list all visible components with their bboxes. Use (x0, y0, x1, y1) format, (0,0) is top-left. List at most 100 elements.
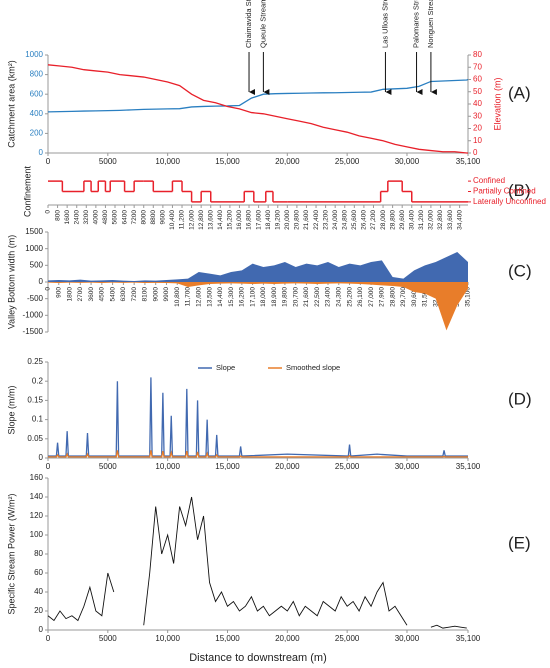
x-tick-label: 9900 (163, 287, 170, 302)
x-tick-label: 15,000 (215, 462, 240, 471)
x-tick-label: 32,800 (437, 210, 444, 230)
x-tick-label: 24,800 (341, 210, 348, 230)
x-tick-label: 0 (45, 287, 52, 291)
x-tick-label: 4000 (93, 210, 100, 225)
panel-label: (A) (508, 83, 531, 102)
x-tick-label: 0 (46, 157, 51, 166)
x-tick-label: 4800 (102, 210, 109, 225)
y-tick-label: 400 (30, 109, 44, 118)
y-axis-title: Confinement (22, 165, 32, 217)
y-axis-title: Slope (m/m) (6, 385, 16, 434)
x-tick-label: 26,100 (357, 287, 364, 307)
annotation: Queule Stream (258, 0, 267, 48)
x-tick-label: 22,400 (313, 210, 320, 230)
y-tick-label: 160 (30, 473, 44, 482)
x-tick-label: 29,600 (399, 210, 406, 230)
legend-label: Slope (216, 363, 235, 372)
x-tick-label: 25,200 (346, 287, 353, 307)
y-tick-label: 200 (30, 129, 44, 138)
y-tick-label: 120 (30, 511, 44, 520)
x-tick-label: 27,200 (370, 210, 377, 230)
y-tick-label: -1500 (23, 327, 44, 336)
x-tick-label: 10,000 (155, 634, 180, 643)
x-tick-label: 23,200 (322, 210, 329, 230)
x-tick-label: 15,200 (227, 210, 234, 230)
x-tick-label: 8800 (150, 210, 157, 225)
annotation: Nonguen Stream (426, 0, 435, 48)
x-tick-label: 21,600 (303, 287, 310, 307)
y-tick-label: 0.15 (27, 396, 43, 405)
y-tick-label: 0.05 (27, 434, 43, 443)
x-tick-label: 35,100 (456, 157, 481, 166)
x-tick-label: 8100 (142, 287, 149, 302)
y-tick-label: 0.1 (32, 415, 44, 424)
x-tick-label: 31,500 (422, 287, 429, 307)
y2-tick-label: 70 (473, 62, 482, 71)
x-tick-label: 12,000 (188, 210, 195, 230)
y-tick-label: 40 (34, 587, 43, 596)
series-line (47, 78, 469, 113)
x-tick-label: 32,000 (428, 210, 435, 230)
x-tick-label: 30,000 (395, 157, 420, 166)
y2-tick-label: 50 (473, 87, 482, 96)
y-tick-label: 0 (39, 148, 44, 157)
x-tick-label: 4500 (99, 287, 106, 302)
x-tick-label: 12,600 (195, 287, 202, 307)
y-tick-label: 80 (34, 549, 43, 558)
y-tick-label: 600 (30, 89, 44, 98)
y-axis-title: Catchment area (km²) (6, 60, 16, 148)
y-tick-label: 0 (39, 277, 44, 286)
series-line (47, 496, 467, 629)
x-tick-label: 20,800 (294, 210, 301, 230)
y-tick-label: 140 (30, 492, 44, 501)
x-tick-label: 20,000 (275, 157, 300, 166)
x-tick-label: 19,800 (282, 287, 289, 307)
panel-label: (B) (508, 181, 531, 200)
y-tick-label: 0 (39, 453, 44, 462)
x-tick-label: 2400 (73, 210, 80, 225)
y2-tick-label: 10 (473, 136, 482, 145)
x-tick-label: 28,800 (389, 287, 396, 307)
x-tick-label: 18,400 (265, 210, 272, 230)
x-tick-label: 25,600 (351, 210, 358, 230)
x-tick-label: 33,600 (447, 210, 454, 230)
x-tick-label: 35,100 (465, 287, 472, 307)
panel-label: (E) (508, 533, 531, 552)
x-tick-label: 8000 (140, 210, 147, 225)
x-tick-label: 14,400 (217, 210, 224, 230)
x-tick-label: 35,100 (456, 634, 481, 643)
x-tick-label: 11,200 (179, 210, 186, 230)
x-tick-label: 24,000 (332, 210, 339, 230)
y-axis-title: Valley Bottom width (m) (6, 235, 16, 329)
x-tick-label: 23,400 (325, 287, 332, 307)
y-tick-label: 500 (30, 260, 44, 269)
x-tick-label: 30,400 (408, 210, 415, 230)
x-tick-label: 800 (54, 210, 61, 221)
x-tick-label: 18,900 (271, 287, 278, 307)
x-tick-label: 20,000 (275, 462, 300, 471)
x-tick-label: 5600 (112, 210, 119, 225)
x-tick-label: 19,200 (274, 210, 281, 230)
panel-label: (C) (508, 261, 532, 280)
x-tick-label: 0 (45, 210, 52, 214)
y2-axis-title: Elevation (m) (492, 77, 502, 130)
x-tick-label: 900 (55, 287, 62, 298)
x-tick-label: 28,800 (389, 210, 396, 230)
x-tick-label: 16,000 (236, 210, 243, 230)
y-tick-label: Partially Confined (473, 187, 536, 196)
x-tick-label: 9600 (160, 210, 167, 225)
x-tick-label: 20,700 (292, 287, 299, 307)
x-tick-label: 34,400 (456, 210, 463, 230)
x-tick-label: 30,000 (395, 462, 420, 471)
y-tick-label: 60 (34, 568, 43, 577)
x-tick-label: 15,000 (215, 157, 240, 166)
x-tick-label: 7200 (131, 210, 138, 225)
x-tick-label: 11,700 (185, 287, 192, 307)
x-tick-label: 10,000 (155, 157, 180, 166)
x-tick-label: 0 (46, 462, 51, 471)
y-tick-label: Confined (473, 176, 505, 185)
x-tick-label: 16,200 (239, 287, 246, 307)
x-tick-label: 26,400 (361, 210, 368, 230)
y-tick-label: 1500 (25, 227, 43, 236)
